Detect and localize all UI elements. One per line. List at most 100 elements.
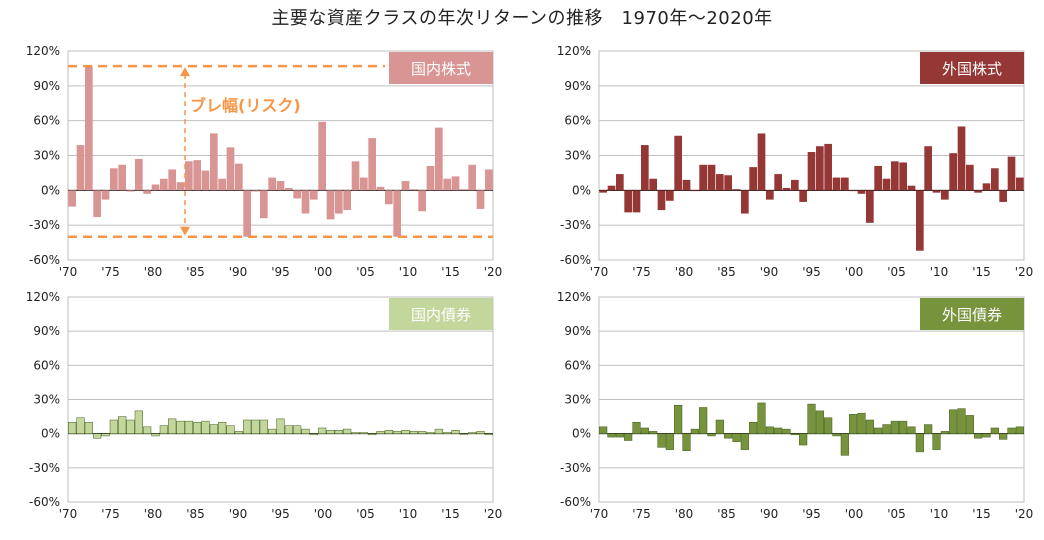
bar-1983 [176,420,185,434]
bar-1970 [68,422,77,434]
bar-2015 [974,190,982,193]
bar-2003 [874,165,882,191]
bar-2008 [384,430,393,434]
bar-2014 [966,164,974,191]
bar-1976 [649,431,658,434]
bar-1985 [724,175,732,191]
bar-2006 [899,162,907,191]
x-tick-label: '05 [356,265,375,279]
x-tick-label: '00 [845,265,864,279]
x-tick-label: '75 [101,507,120,521]
x-tick-label: '00 [314,265,333,279]
bar-1979 [143,426,152,434]
category-label: 国内債券 [411,306,471,324]
bar-1987 [209,424,218,434]
bar-1989 [757,402,766,434]
y-tick-label: 60% [33,114,60,128]
bar-1993 [259,419,268,434]
x-tick-label: '05 [887,265,906,279]
bar-1987 [740,433,749,450]
x-tick-label: '70 [59,507,78,521]
x-tick-label: '20 [1015,265,1034,279]
bar-2010 [401,430,410,434]
bar-1977 [126,419,135,434]
bar-1971 [76,417,85,434]
bar-1990 [235,163,243,191]
bar-1984 [716,174,724,191]
x-tick-label: '75 [632,265,651,279]
y-tick-label: 120% [557,290,591,304]
bar-1991 [774,174,782,191]
bar-2013 [957,408,966,434]
bar-2014 [434,428,443,434]
bar-2016 [982,183,991,191]
y-tick-label: 0% [572,183,591,197]
risk-annotation: ブレ幅(リスク) [68,64,493,239]
bar-1991 [774,427,783,434]
bar-1973 [624,433,633,441]
bar-2015 [443,178,451,191]
bar-1976 [649,178,657,191]
bar-2001 [326,190,335,220]
bar-1990 [765,426,774,434]
bar-1970 [68,190,76,207]
bar-1981 [159,425,168,434]
x-tick-label: '90 [229,507,248,521]
bar-1972 [84,422,93,434]
bar-1986 [732,189,741,191]
bar-1986 [732,433,741,442]
x-tick-label: '00 [314,507,333,521]
bar-1975 [110,168,118,191]
x-tick-label: '20 [484,265,503,279]
bar-2008 [385,190,393,205]
bar-1983 [707,164,716,191]
bar-1990 [234,431,243,434]
bar-1986 [201,170,210,191]
bar-2000 [849,414,858,434]
bar-2009 [393,190,401,237]
bar-2018 [999,190,1007,202]
bar-2006 [899,420,908,434]
bar-1985 [193,422,202,434]
x-tick-label: '75 [632,507,651,521]
bar-1995 [807,403,816,434]
bar-2001 [857,190,866,194]
bar-2009 [924,146,932,191]
x-tick-label: '10 [930,265,949,279]
x-tick-label: '05 [887,507,906,521]
x-tick-label: '15 [972,265,991,279]
bar-1971 [607,185,616,191]
bar-1979 [674,404,683,434]
bar-2012 [949,153,957,191]
bar-1989 [226,425,235,434]
bar-2016 [451,430,460,434]
bar-1971 [607,433,616,438]
bar-2017 [990,427,999,434]
bar-2017 [459,433,468,435]
bar-1972 [85,66,93,191]
bar-1980 [682,433,691,452]
bar-1977 [657,190,666,211]
y-tick-label: 90% [564,324,591,338]
bar-2019 [476,190,485,209]
bar-2014 [435,127,443,191]
y-tick-label: 90% [33,79,60,93]
bar-1974 [632,422,641,434]
bar-1992 [251,190,260,192]
y-tick-label: -30% [560,218,591,232]
bar-1985 [193,160,201,191]
bar-2013 [957,126,966,191]
bar-2000 [318,121,326,191]
bar-2015 [974,433,983,439]
bar-2004 [882,424,891,434]
bar-2020 [1015,426,1024,434]
arrow-head-down [180,226,190,236]
bar-2018 [999,433,1008,440]
y-tick-label: 90% [33,324,60,338]
bar-2002 [334,430,343,434]
chart-panel-1: 120% 90% 60% 30% 0% -30% -60%'70 '75 '80 '85 '90 '9… [26,44,503,279]
bar-1984 [715,419,724,434]
x-tick-label: '95 [271,265,290,279]
x-tick-label: '90 [229,265,248,279]
